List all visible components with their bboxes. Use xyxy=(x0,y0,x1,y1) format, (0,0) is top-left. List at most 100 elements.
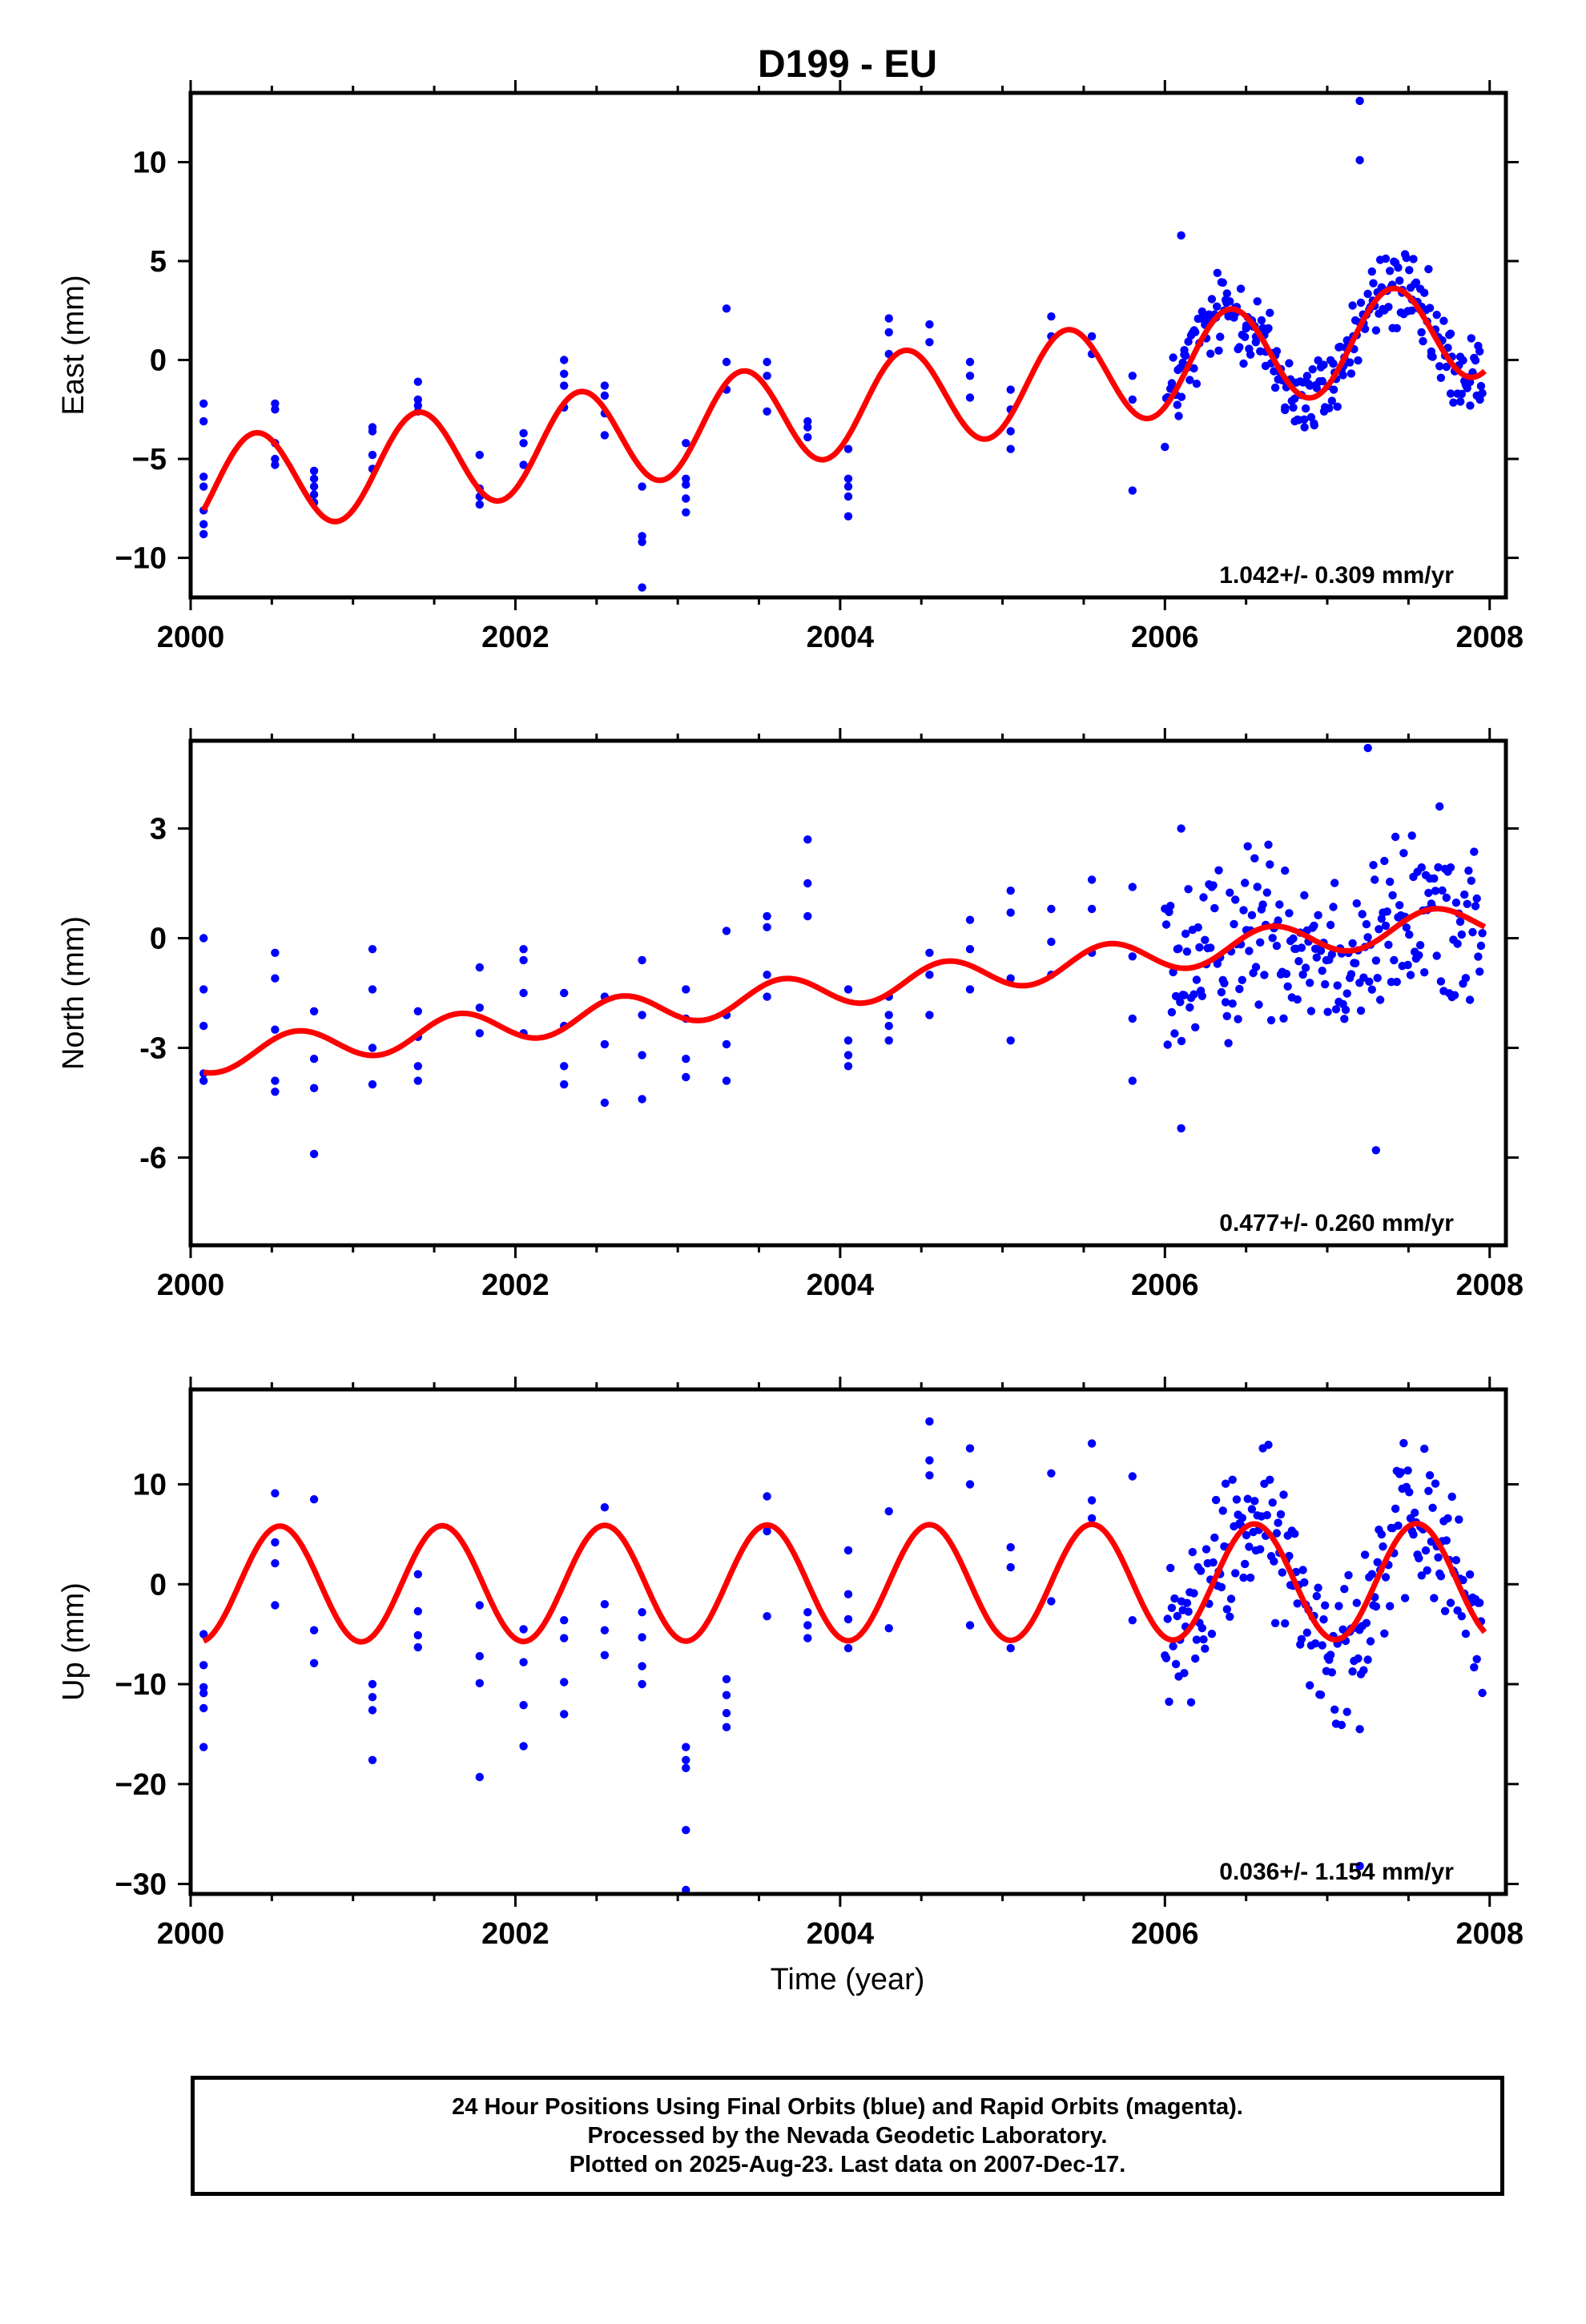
data-point xyxy=(1475,395,1484,404)
footer-box: 24 Hour Positions Using Final Orbits (bl… xyxy=(191,2076,1504,2196)
data-point xyxy=(1209,881,1218,890)
data-point xyxy=(413,1642,422,1652)
data-point xyxy=(1190,364,1198,373)
data-point xyxy=(199,482,208,491)
data-point xyxy=(1450,991,1459,999)
data-point xyxy=(1185,376,1194,384)
y-tick-label: -6 xyxy=(139,1141,167,1175)
data-point xyxy=(1290,1530,1299,1538)
data-point xyxy=(519,460,528,469)
data-point xyxy=(1232,1495,1242,1504)
data-point xyxy=(1272,941,1282,951)
data-point xyxy=(368,1679,377,1689)
data-point xyxy=(1356,1006,1366,1015)
data-point xyxy=(1457,389,1467,399)
data-point xyxy=(1403,1466,1412,1475)
data-point xyxy=(1222,1605,1232,1614)
data-point xyxy=(1222,298,1231,308)
y-tick-label: −10 xyxy=(115,542,167,576)
data-point xyxy=(1285,909,1294,918)
data-point xyxy=(638,1679,646,1689)
data-point xyxy=(560,369,569,378)
data-point xyxy=(1438,886,1447,895)
data-point xyxy=(682,1055,690,1063)
data-point xyxy=(1384,303,1393,312)
data-point xyxy=(1321,979,1330,989)
y-tick-label: −20 xyxy=(115,1768,167,1802)
data-point xyxy=(925,971,934,979)
data-point xyxy=(1440,1606,1450,1616)
data-point xyxy=(1424,264,1433,274)
data-point xyxy=(1478,929,1487,938)
data-point xyxy=(1463,899,1471,909)
data-point xyxy=(271,1558,280,1568)
data-point xyxy=(199,416,208,426)
data-point xyxy=(1274,916,1282,925)
data-point xyxy=(1213,268,1222,277)
data-point xyxy=(1333,402,1342,411)
data-point xyxy=(965,1621,975,1630)
data-point xyxy=(1270,1557,1278,1566)
data-point xyxy=(1199,1635,1208,1644)
data-point xyxy=(1256,1545,1265,1554)
data-point xyxy=(1177,392,1186,401)
data-point xyxy=(1222,1011,1232,1021)
data-point xyxy=(803,416,812,426)
data-point xyxy=(413,1076,422,1085)
data-point xyxy=(1354,1654,1363,1663)
data-point xyxy=(1478,1688,1487,1698)
data-point xyxy=(1161,920,1171,929)
data-point xyxy=(1180,991,1189,999)
data-point xyxy=(271,1025,280,1034)
data-point xyxy=(1346,970,1356,979)
data-point xyxy=(1381,254,1391,263)
data-point xyxy=(1231,895,1240,904)
data-point xyxy=(1380,1629,1389,1638)
data-point xyxy=(1386,877,1395,887)
data-point xyxy=(1177,1124,1185,1133)
data-point xyxy=(1424,888,1433,898)
panel-north: 2000 2002 2004 2006 2008 -6 -3 0 3 North (mm) 0.47… xyxy=(57,728,1524,1302)
data-point xyxy=(1467,876,1476,886)
data-point xyxy=(1434,862,1443,872)
data-point xyxy=(1211,1495,1221,1505)
data-point xyxy=(1234,1015,1242,1023)
points-up xyxy=(199,1417,1487,1894)
model-curve-north xyxy=(202,906,1487,1076)
data-point xyxy=(519,428,528,438)
data-point xyxy=(1356,298,1366,308)
data-point xyxy=(1446,329,1455,338)
data-point xyxy=(1190,326,1199,335)
data-point xyxy=(1355,1725,1364,1734)
data-point xyxy=(271,1076,280,1085)
data-point xyxy=(1272,1529,1282,1538)
data-point xyxy=(1188,1547,1198,1557)
data-point xyxy=(1213,302,1222,311)
data-point xyxy=(1468,927,1477,937)
data-point xyxy=(1272,347,1282,356)
data-point xyxy=(1399,1438,1408,1448)
data-point xyxy=(1257,316,1266,325)
data-point xyxy=(1363,743,1372,753)
data-point xyxy=(1417,863,1427,872)
data-point xyxy=(682,985,690,994)
data-point xyxy=(843,512,853,521)
data-point xyxy=(843,1590,853,1598)
data-point xyxy=(1367,985,1377,994)
y-tick-label: 10 xyxy=(133,146,167,179)
footer-line-2: Processed by the Nevada Geodetic Laborat… xyxy=(587,2123,1108,2149)
data-point xyxy=(1338,1625,1347,1634)
data-point xyxy=(1006,1643,1015,1653)
data-point xyxy=(1217,1582,1226,1592)
data-point xyxy=(1476,381,1486,391)
data-point xyxy=(638,1011,646,1019)
data-point xyxy=(1260,971,1269,979)
data-point xyxy=(1242,324,1250,333)
data-point xyxy=(1381,1573,1391,1582)
data-point xyxy=(1333,981,1342,990)
data-point xyxy=(1174,944,1183,953)
x-tick-label: 2004 xyxy=(807,1269,875,1302)
data-point xyxy=(1266,1015,1276,1025)
data-point xyxy=(763,992,771,1001)
y-tick-label: −5 xyxy=(132,443,167,476)
